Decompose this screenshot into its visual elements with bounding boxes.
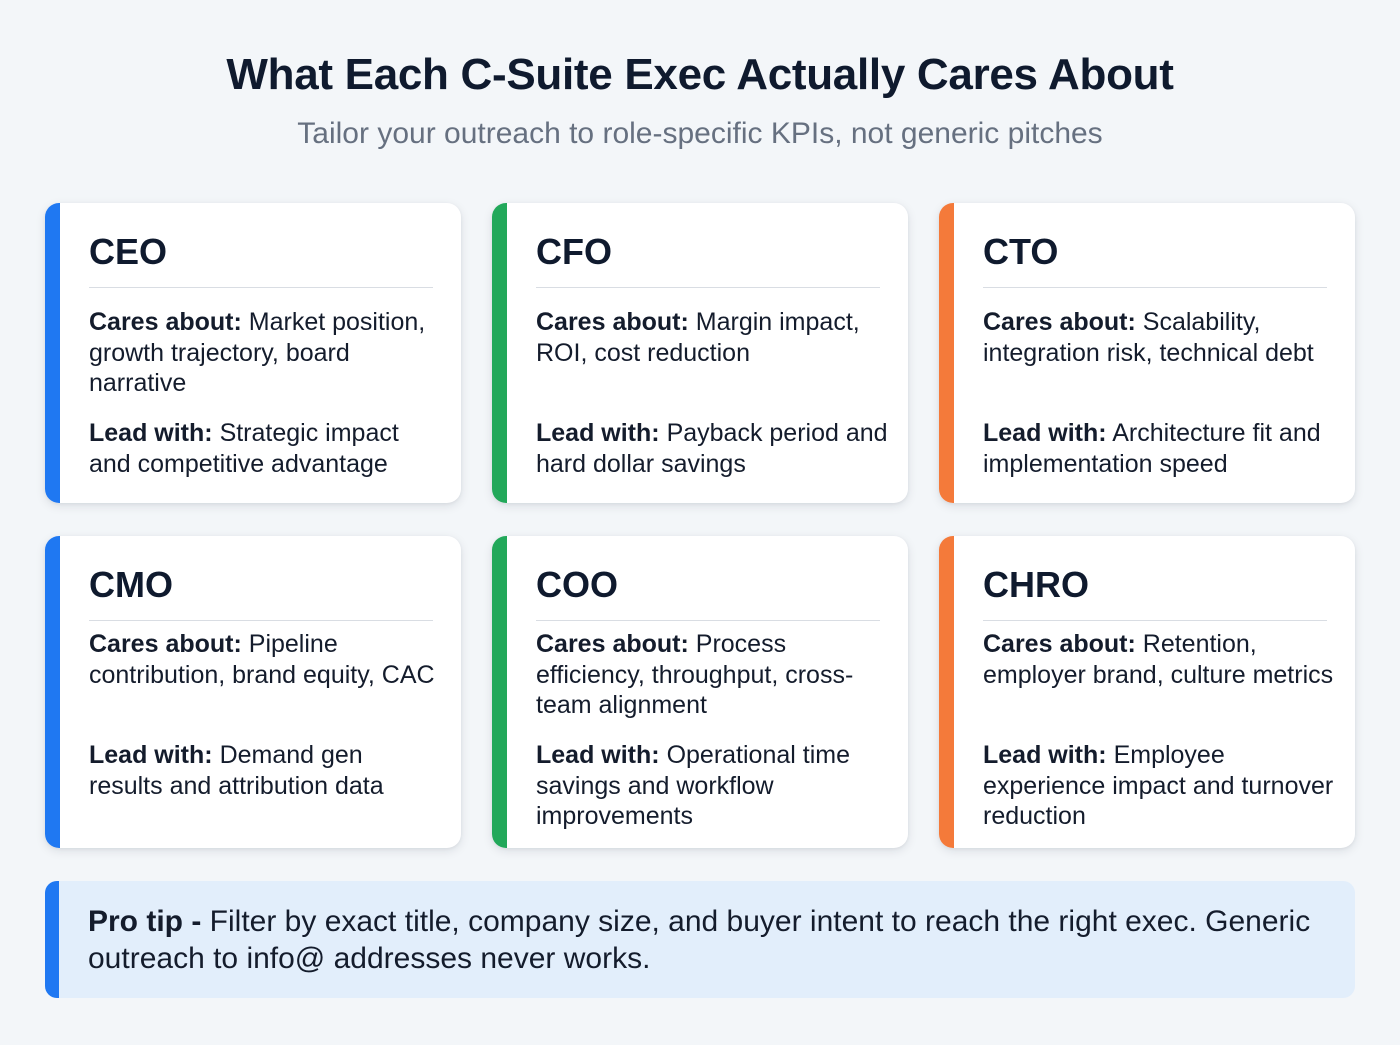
- cares-about: Cares about: Retention, employer brand, …: [983, 630, 1334, 689]
- role-title: CFO: [536, 231, 612, 272]
- role-title: CMO: [89, 564, 173, 605]
- accent-bar: [939, 203, 954, 503]
- divider: [536, 287, 880, 288]
- accent-bar: [492, 536, 507, 848]
- lead-with: Lead with: Strategic impact and competit…: [89, 419, 399, 478]
- lead-with: Lead with: Operational time savings and …: [536, 741, 850, 830]
- accent-bar: [492, 203, 507, 503]
- cares-about: Cares about: Margin impact, ROI, cost re…: [536, 308, 860, 367]
- divider: [89, 287, 433, 288]
- cares-about: Cares about: Process efficiency, through…: [536, 630, 854, 719]
- pro-tip-callout: Pro tip - Filter by exact title, company…: [45, 881, 1355, 998]
- lead-with: Lead with: Demand gen results and attrib…: [89, 741, 384, 800]
- divider: [536, 620, 880, 621]
- pro-tip-label: Pro tip: [88, 905, 183, 938]
- cares-about: Cares about: Scalability, integration ri…: [983, 308, 1314, 367]
- lead-with: Lead with: Employee experience impact an…: [983, 741, 1334, 830]
- card-coo: COO Cares about: Process efficiency, thr…: [492, 536, 908, 848]
- accent-bar: [939, 536, 954, 848]
- card-cto: CTO Cares about: Scalability, integratio…: [939, 203, 1355, 503]
- role-title: CEO: [89, 231, 168, 272]
- accent-bar: [45, 881, 59, 998]
- page-subtitle: Tailor your outreach to role-specific KP…: [297, 117, 1103, 150]
- card-chro: CHRO Cares about: Retention, employer br…: [939, 536, 1355, 848]
- lead-with: Lead with: Payback period and hard dolla…: [536, 419, 888, 478]
- divider: [983, 287, 1327, 288]
- page-title: What Each C-Suite Exec Actually Cares Ab…: [226, 50, 1174, 99]
- divider: [983, 620, 1327, 621]
- cares-about: Cares about: Market position, growth tra…: [89, 308, 426, 397]
- divider: [89, 620, 433, 621]
- accent-bar: [45, 536, 60, 848]
- card-cfo: CFO Cares about: Margin impact, ROI, cos…: [492, 203, 908, 503]
- role-title: CHRO: [983, 564, 1089, 605]
- role-title: CTO: [983, 231, 1059, 272]
- cares-about: Cares about: Pipeline contribution, bran…: [89, 630, 435, 689]
- card-cmo: CMO Cares about: Pipeline contribution, …: [45, 536, 461, 848]
- role-title: COO: [536, 564, 619, 605]
- lead-with: Lead with: Architecture fit and implemen…: [983, 419, 1321, 478]
- card-ceo: CEO Cares about: Market position, growth…: [45, 203, 461, 503]
- accent-bar: [45, 203, 60, 503]
- pro-tip-text: Pro tip - Filter by exact title, company…: [88, 905, 1311, 975]
